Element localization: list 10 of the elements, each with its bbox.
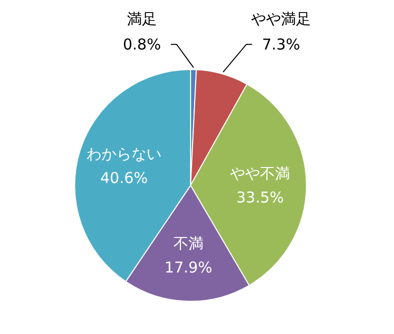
slice-label: 不満 <box>173 234 204 253</box>
data-label: 40.6% <box>100 169 148 188</box>
slice-label: わからない <box>86 145 162 164</box>
data-label: 0.8% <box>122 35 161 54</box>
data-label: 7.3% <box>262 35 300 54</box>
data-label: 33.5% <box>236 188 284 207</box>
slice-label: やや満足 <box>251 10 312 28</box>
data-label: 17.9% <box>164 258 212 277</box>
slice-label: やや不満 <box>230 164 290 183</box>
slice-label: 満足 <box>126 10 157 28</box>
